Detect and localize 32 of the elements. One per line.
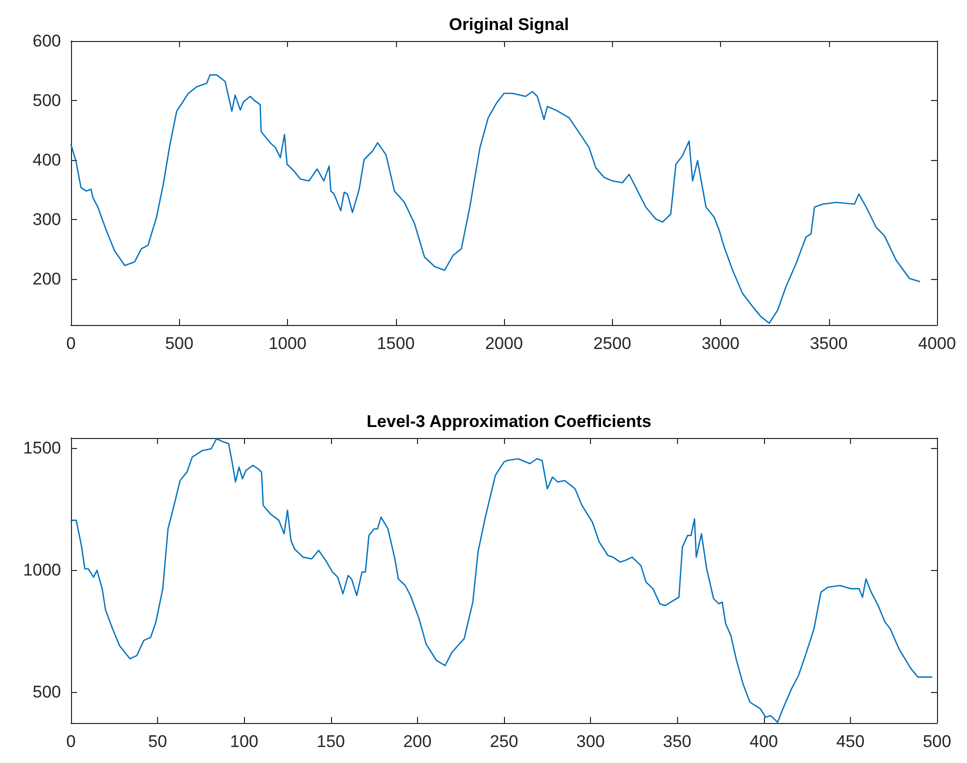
y-tick-label: 400 [32,150,61,170]
y-tick-label: 600 [32,32,61,50]
x-tick-label: 0 [66,334,76,353]
line-series [70,74,920,324]
x-tick-label: 0 [66,732,76,751]
x-tick-label: 3000 [702,334,740,353]
y-tick-label: 200 [32,270,61,289]
x-tick-label: 200 [403,732,432,751]
x-tick-label: 50 [148,732,168,751]
x-tick-label: 3500 [810,334,848,353]
x-tick-label: 300 [576,732,605,751]
y-tick-label: 500 [32,682,61,702]
x-tick-label: 250 [490,732,518,751]
x-tick-label: 500 [922,732,952,751]
y-tick-label: 1500 [23,438,61,458]
x-tick-label: 2000 [485,334,523,353]
x-tick-label: 400 [750,732,778,751]
x-tick-label: 1000 [268,334,306,353]
x-tick-label: 350 [663,732,692,751]
chart-title: Level-3 Approximation Coefficients [366,412,652,431]
y-tick-label: 1000 [23,560,61,580]
x-tick-label: 1500 [376,334,415,353]
x-tick-label: 100 [230,732,258,751]
chart-title: Original Signal [449,15,569,34]
y-tick-label: 500 [32,91,61,110]
x-tick-label: 2500 [593,334,632,353]
x-tick-label: 4000 [918,334,956,353]
x-tick-label: 150 [316,732,345,751]
line-series [70,438,932,723]
x-tick-label: 500 [165,334,194,353]
x-tick-label: 450 [836,732,865,751]
y-tick-label: 300 [32,210,61,230]
